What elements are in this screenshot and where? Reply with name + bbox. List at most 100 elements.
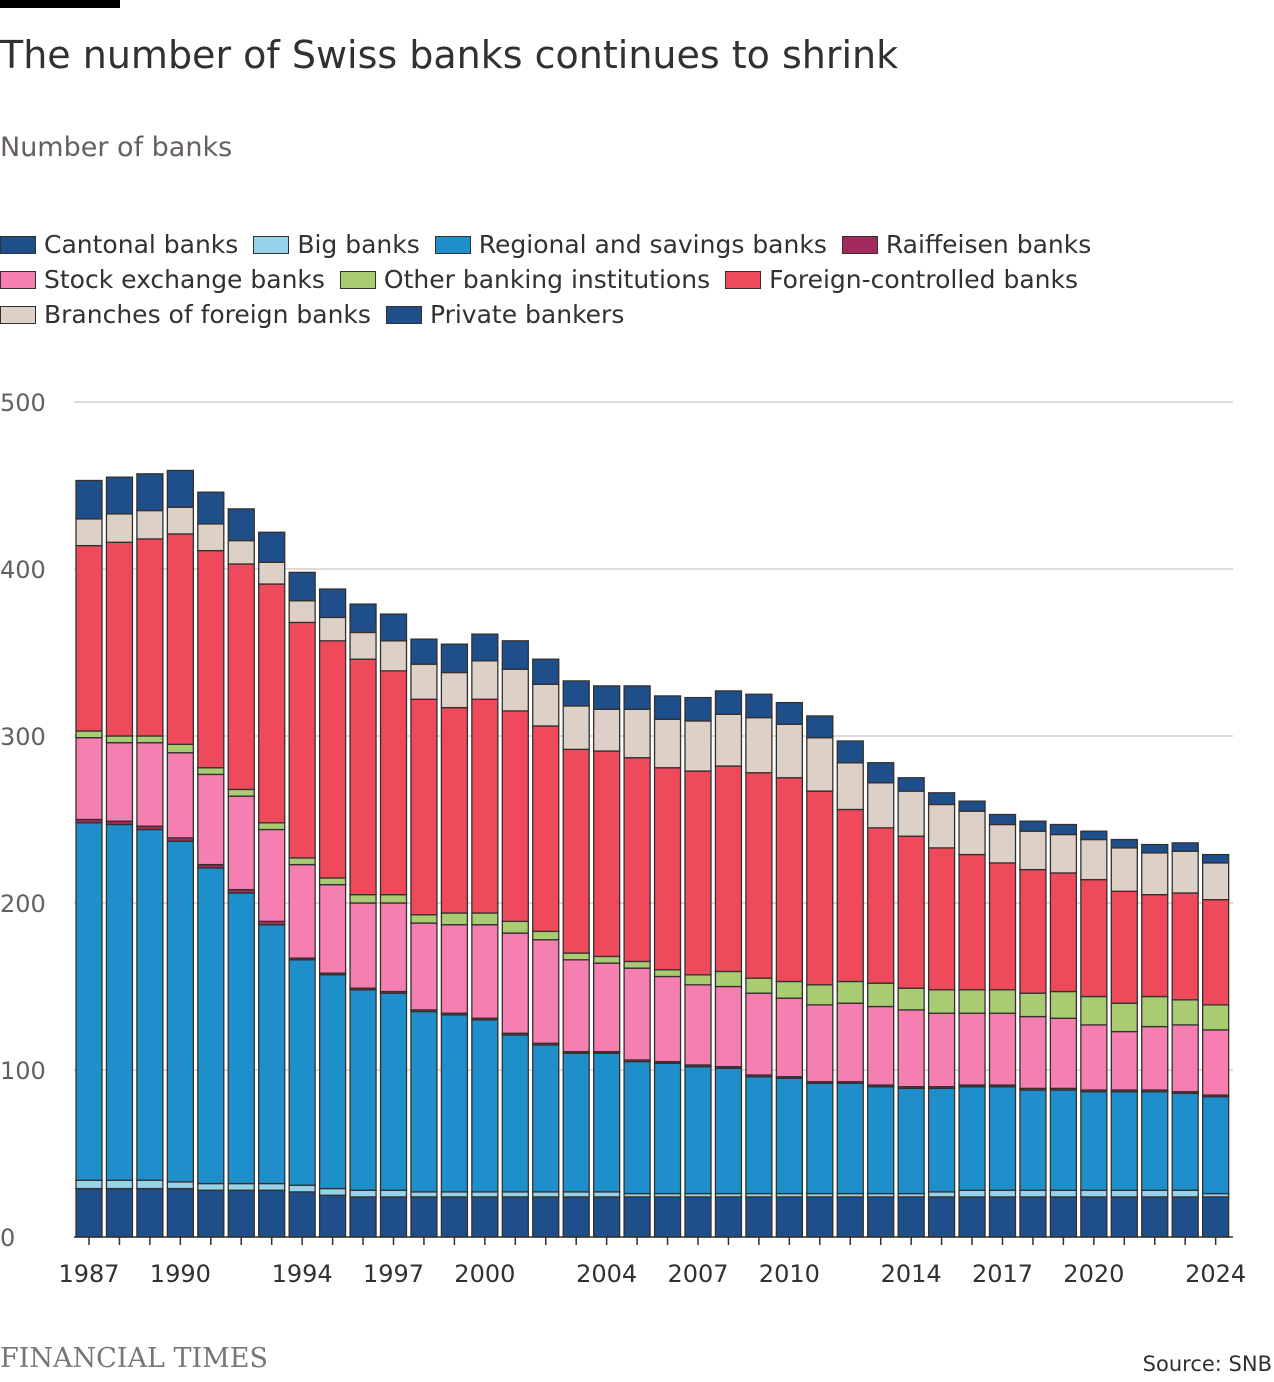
bar-segment-foreign_controlled: [136, 538, 164, 737]
bar-segment-other: [1110, 1002, 1138, 1033]
y-tick-label: 500: [0, 389, 46, 417]
bar-segment-foreign_controlled: [806, 790, 834, 986]
bar-segment-private: [197, 491, 225, 525]
bar-segment-cantonal: [867, 1196, 895, 1238]
bar-segment-stock: [623, 967, 651, 1061]
legend-swatch-cantonal: [0, 235, 36, 254]
bar-segment-regional: [105, 823, 134, 1181]
bar-segment-private: [775, 701, 803, 725]
bar-segment-private: [288, 571, 316, 602]
bar-stack-2006: [653, 695, 682, 1238]
bar-segment-other: [197, 767, 225, 776]
legend-swatch-other: [339, 270, 376, 289]
x-tick-label: 2014: [881, 1260, 942, 1288]
bar-segment-other: [288, 857, 316, 866]
bar-segment-stock: [1110, 1030, 1138, 1091]
bar-segment-stock: [1141, 1025, 1169, 1091]
bar-segment-big: [258, 1182, 286, 1191]
bar-stack-2016: [958, 800, 986, 1238]
legend-row: Branches of foreign banks Private banker…: [0, 297, 1270, 332]
bar-segment-other: [897, 987, 925, 1011]
bar-segment-other: [105, 735, 134, 744]
legend-item-foreign-controlled: Foreign-controlled banks: [725, 265, 1078, 294]
bar-segment-regional: [1141, 1091, 1169, 1191]
bar-segment-stock: [897, 1009, 925, 1088]
bar-segment-branches: [1141, 852, 1169, 896]
bar-segment-cantonal: [684, 1196, 712, 1238]
bar-segment-branches: [501, 668, 529, 712]
bar-segment-other: [258, 822, 286, 831]
bar-segment-foreign_controlled: [836, 808, 864, 983]
bar-segment-branches: [562, 705, 590, 751]
bar-segment-big: [501, 1191, 529, 1198]
bar-segment-cantonal: [318, 1194, 347, 1238]
bar-stack-2018: [1019, 820, 1047, 1238]
bar-segment-big: [562, 1191, 590, 1198]
bar-segment-other: [166, 743, 195, 754]
bar-segment-cantonal: [1202, 1196, 1230, 1238]
bar-segment-cantonal: [258, 1189, 286, 1238]
bar-segment-private: [349, 603, 377, 634]
bar-segment-branches: [349, 631, 377, 660]
bar-segment-regional: [958, 1086, 986, 1191]
bar-segment-big: [105, 1179, 134, 1190]
bar-segment-foreign_controlled: [440, 706, 469, 914]
bar-segment-cantonal: [836, 1196, 864, 1238]
bar-segment-private: [714, 690, 743, 715]
bar-segment-cantonal: [136, 1187, 164, 1238]
bar-segment-private: [897, 777, 925, 792]
bar-segment-regional: [653, 1062, 682, 1195]
legend-item-other: Other banking institutions: [339, 265, 710, 294]
bar-segment-branches: [1110, 847, 1138, 892]
bar-segment-cantonal: [471, 1196, 499, 1238]
bar-segment-cantonal: [1171, 1196, 1199, 1238]
bar-segment-regional: [227, 892, 255, 1185]
bar-stack-2000: [471, 633, 499, 1238]
bar-stack-1998: [410, 638, 438, 1238]
bar-segment-private: [1141, 843, 1169, 854]
bar-segment-stock: [379, 902, 408, 993]
x-tick-label: 2004: [576, 1260, 637, 1288]
x-tick-label: 1997: [363, 1260, 424, 1288]
bar-stack-2010: [775, 701, 803, 1238]
bar-segment-branches: [258, 561, 286, 585]
bar-stack-2015: [927, 792, 956, 1238]
bar-segment-regional: [714, 1067, 743, 1195]
legend-item-branches: Branches of foreign banks: [0, 300, 371, 329]
bar-stack-1993: [258, 531, 286, 1238]
y-tick-label: 300: [0, 723, 46, 751]
chart-title: The number of Swiss banks continues to s…: [0, 33, 899, 77]
bar-segment-stock: [501, 932, 529, 1034]
bar-segment-private: [593, 685, 621, 710]
bar-segment-stock: [1049, 1017, 1078, 1090]
bar-segment-stock: [1202, 1029, 1230, 1096]
bar-segment-cantonal: [1110, 1196, 1138, 1238]
bar-segment-stock: [653, 975, 682, 1063]
bar-segment-branches: [1080, 838, 1108, 881]
bar-stack-2014: [897, 777, 925, 1238]
bar-segment-foreign_controlled: [745, 772, 773, 979]
bar-segment-other: [958, 989, 986, 1014]
bar-segment-big: [379, 1189, 408, 1198]
bar-segment-big: [1171, 1189, 1199, 1198]
bar-segment-other: [440, 912, 469, 926]
bar-segment-branches: [1171, 850, 1199, 894]
bar-segment-branches: [897, 790, 925, 837]
bar-segment-regional: [349, 989, 377, 1191]
bar-stack-2012: [836, 740, 864, 1238]
bar-segment-branches: [775, 723, 803, 779]
bar-segment-stock: [927, 1012, 956, 1088]
bar-stack-2005: [623, 685, 651, 1238]
bar-stack-2008: [714, 690, 743, 1238]
bar-segment-foreign_controlled: [623, 757, 651, 963]
bar-segment-regional: [166, 840, 195, 1183]
bars: [75, 469, 1230, 1238]
bar-segment-big: [75, 1179, 103, 1190]
bar-segment-stock: [593, 962, 621, 1053]
bar-segment-cantonal: [1141, 1196, 1169, 1238]
bar-segment-big: [410, 1191, 438, 1198]
bar-segment-other: [1049, 990, 1078, 1019]
bar-segment-private: [75, 479, 103, 520]
legend-swatch-big: [253, 235, 290, 254]
bar-segment-stock: [166, 752, 195, 839]
